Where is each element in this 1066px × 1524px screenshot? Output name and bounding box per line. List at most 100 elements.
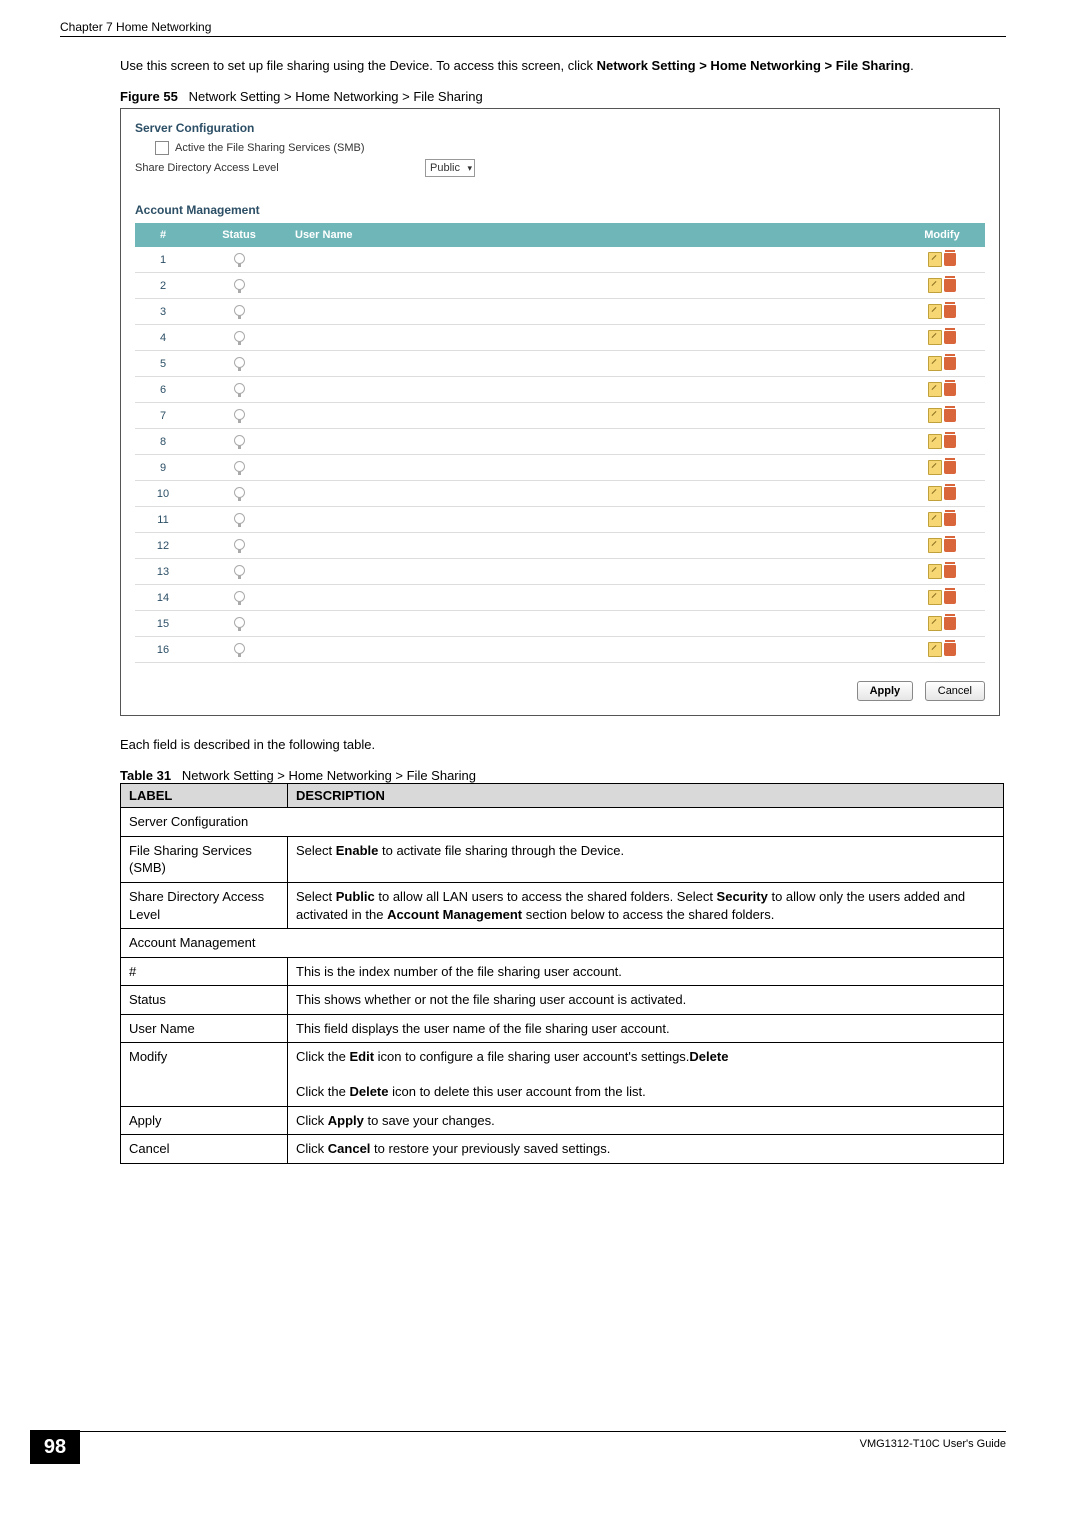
row-modify [899,481,985,507]
table-caption: Table 31 Network Setting > Home Networki… [120,768,1006,783]
row-index: 7 [135,403,191,429]
table-row: 11 [135,507,985,533]
row-index: 6 [135,377,191,403]
apply-button[interactable]: Apply [857,681,914,701]
edit-icon[interactable] [928,382,942,397]
screenshot-panel: Server Configuration Active the File Sha… [120,108,1000,716]
row-username [287,559,899,585]
table-row: 9 [135,455,985,481]
col-status: Status [191,223,287,247]
table-title: Network Setting > Home Networking > File… [182,768,476,783]
edit-icon[interactable] [928,590,942,605]
row-index: 1 [135,247,191,273]
delete-icon[interactable] [944,461,956,474]
delete-icon[interactable] [944,279,956,292]
row-username [287,585,899,611]
figure-title: Network Setting > Home Networking > File… [189,89,483,104]
delete-icon[interactable] [944,539,956,552]
button-bar: Apply Cancel [135,681,985,701]
after-figure-text: Each field is described in the following… [120,736,1006,754]
bulb-icon [234,617,245,628]
row-modify [899,637,985,663]
delete-icon[interactable] [944,617,956,630]
account-mgmt-title: Account Management [135,203,985,217]
edit-icon[interactable] [928,486,942,501]
table-row: 8 [135,429,985,455]
row-index: 5 [135,351,191,377]
desc-text: Click the Edit icon to configure a file … [288,1043,1004,1107]
table-row: 14 [135,585,985,611]
intro-text: Use this screen to set up file sharing u… [120,57,1006,75]
delete-icon[interactable] [944,383,956,396]
intro-b: . [910,58,914,73]
delete-icon[interactable] [944,305,956,318]
edit-icon[interactable] [928,460,942,475]
row-modify [899,455,985,481]
delete-icon[interactable] [944,253,956,266]
delete-icon[interactable] [944,409,956,422]
delete-icon[interactable] [944,487,956,500]
smb-checkbox[interactable] [155,141,169,155]
edit-icon[interactable] [928,330,942,345]
edit-icon[interactable] [928,408,942,423]
bulb-icon [234,487,245,498]
edit-icon[interactable] [928,434,942,449]
edit-icon[interactable] [928,252,942,267]
delete-icon[interactable] [944,643,956,656]
delete-icon[interactable] [944,435,956,448]
row-modify [899,377,985,403]
row-modify [899,559,985,585]
edit-icon[interactable] [928,512,942,527]
row-username [287,611,899,637]
table-row: Account Management [121,929,1004,958]
row-modify [899,507,985,533]
desc-text: Select Enable to activate file sharing t… [288,836,1004,882]
row-index: 11 [135,507,191,533]
desc-head-desc: DESCRIPTION [288,784,1004,808]
figure-caption: Figure 55 Network Setting > Home Network… [120,89,1006,104]
row-status [191,247,287,273]
edit-icon[interactable] [928,616,942,631]
row-status [191,403,287,429]
row-username [287,403,899,429]
row-modify [899,351,985,377]
server-config-title: Server Configuration [135,121,985,135]
bulb-icon [234,513,245,524]
level-select[interactable]: Public [425,159,475,177]
delete-icon[interactable] [944,357,956,370]
row-status [191,455,287,481]
edit-icon[interactable] [928,356,942,371]
cancel-button[interactable]: Cancel [925,681,985,701]
delete-icon[interactable] [944,513,956,526]
apply-label: Apply [870,685,901,697]
row-index: 2 [135,273,191,299]
table-row: 2 [135,273,985,299]
edit-icon[interactable] [928,304,942,319]
delete-icon[interactable] [944,565,956,578]
row-username [287,481,899,507]
delete-icon[interactable] [944,591,956,604]
desc-label: Share Directory Access Level [121,883,288,929]
table-row: 1 [135,247,985,273]
table-row: File Sharing Services (SMB)Select Enable… [121,836,1004,882]
bulb-icon [234,253,245,264]
table-row: 10 [135,481,985,507]
col-user: User Name [287,223,899,247]
table-row: 12 [135,533,985,559]
row-username [287,533,899,559]
bulb-icon [234,565,245,576]
row-index: 10 [135,481,191,507]
edit-icon[interactable] [928,538,942,553]
row-index: 4 [135,325,191,351]
edit-icon[interactable] [928,642,942,657]
edit-icon[interactable] [928,564,942,579]
page-number: 98 [30,1430,80,1464]
row-username [287,325,899,351]
account-table: # Status User Name Modify 12345678910111… [135,223,985,663]
row-index: 14 [135,585,191,611]
delete-icon[interactable] [944,331,956,344]
row-status [191,273,287,299]
table-row: User NameThis field displays the user na… [121,1014,1004,1043]
bulb-icon [234,383,245,394]
edit-icon[interactable] [928,278,942,293]
